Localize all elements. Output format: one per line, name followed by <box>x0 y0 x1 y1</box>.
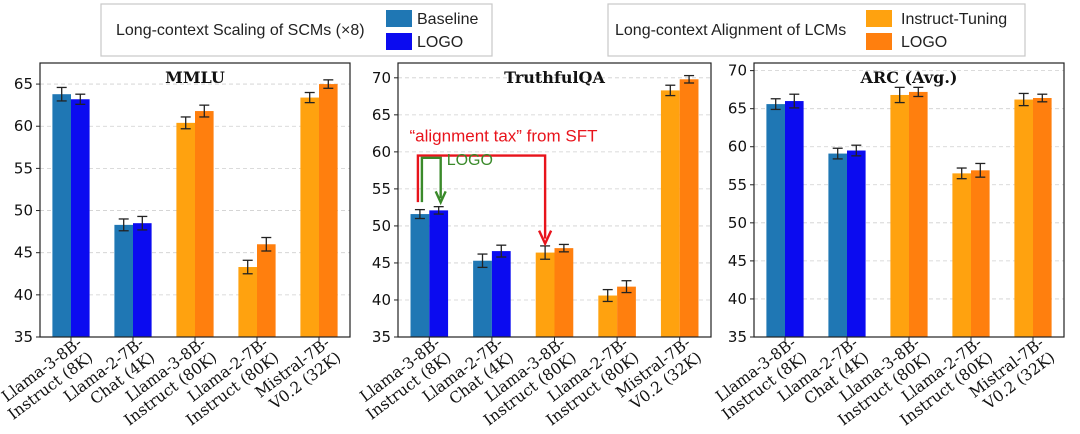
chart-title: ARC (Avg.) <box>860 68 958 87</box>
y-tick-label: 45 <box>372 254 391 272</box>
y-tick-label: 50 <box>728 214 747 232</box>
alignment-tax-annotation: “alignment tax” from SFT <box>410 127 598 247</box>
annotation-label: LOGO <box>447 152 493 169</box>
chart-title: TruthfulQA <box>504 68 605 87</box>
y-tick-label: 40 <box>728 290 747 308</box>
bar <box>554 248 574 337</box>
annotation-label: “alignment tax” from SFT <box>410 127 598 146</box>
legend-entry-label: LOGO <box>901 34 947 51</box>
legend-frame <box>100 3 493 57</box>
annotation-arrowhead <box>538 230 553 247</box>
bar <box>195 111 214 337</box>
bar <box>1033 98 1052 337</box>
legend-swatch <box>386 10 412 27</box>
bar <box>176 122 195 337</box>
legend-entry-label: Baseline <box>417 11 478 28</box>
bar <box>300 97 319 337</box>
bar <box>766 104 785 337</box>
annotation-arrow-line <box>416 154 547 239</box>
legend-title: Long-context Alignment of LCMs <box>615 22 846 39</box>
y-tick-label: 65 <box>372 106 391 124</box>
bar <box>133 223 152 337</box>
bar <box>257 244 276 337</box>
y-tick-label: 40 <box>14 286 33 304</box>
bar <box>828 153 847 337</box>
bar <box>52 94 71 337</box>
legend-2: Long-context Alignment of LCMs Instruct-T… <box>607 3 1026 57</box>
y-tick-label: 50 <box>14 202 33 220</box>
y-tick-label: 70 <box>372 69 391 87</box>
annotation-arrowhead <box>434 190 447 206</box>
bar <box>847 150 866 337</box>
y-tick-label: 35 <box>14 328 33 346</box>
y-tick-label: 45 <box>728 252 747 270</box>
bar <box>429 210 449 337</box>
bar <box>1014 99 1033 338</box>
legend-entry-label: LOGO <box>417 34 463 51</box>
bar <box>909 91 928 337</box>
y-tick-label: 70 <box>728 62 747 80</box>
bar <box>319 84 338 337</box>
bar <box>598 295 618 337</box>
y-tick-label: 40 <box>372 291 391 309</box>
bar <box>785 101 804 337</box>
y-tick-label: 65 <box>14 75 33 93</box>
legends: Long-context Scaling of SCMs (×8) Baselin… <box>100 3 1026 57</box>
bar <box>114 224 133 337</box>
bar <box>410 214 430 337</box>
bar <box>473 260 492 337</box>
logo-annotation: LOGO <box>420 152 493 206</box>
bar <box>238 267 257 337</box>
bar <box>71 99 90 337</box>
y-tick-label: 35 <box>728 328 747 346</box>
bar <box>491 251 511 337</box>
y-tick-label: 50 <box>372 217 391 235</box>
y-tick-label: 65 <box>728 100 747 118</box>
legend-swatch <box>386 33 412 50</box>
annotation-arrow-line <box>420 156 442 203</box>
bar <box>617 286 636 337</box>
legend-swatch <box>866 10 892 27</box>
legend-frame <box>607 3 1026 57</box>
bar <box>535 252 555 337</box>
bar <box>971 170 990 337</box>
y-tick-label: 35 <box>372 328 391 346</box>
y-tick-label: 60 <box>372 143 391 161</box>
legend-1: Long-context Scaling of SCMs (×8) Baselin… <box>100 3 493 57</box>
y-tick-label: 55 <box>372 180 391 198</box>
bar <box>660 90 680 338</box>
legend-entry-label: Instruct-Tuning <box>901 11 1007 28</box>
bar <box>890 94 909 337</box>
legend-title: Long-context Scaling of SCMs (×8) <box>116 22 365 39</box>
y-tick-label: 55 <box>728 176 747 194</box>
y-tick-label: 55 <box>14 159 33 177</box>
y-tick-label: 60 <box>728 138 747 156</box>
chart-title: MMLU <box>165 68 225 87</box>
bar <box>679 79 699 337</box>
legend-swatch <box>866 33 892 50</box>
bar <box>952 173 971 337</box>
y-tick-label: 45 <box>14 244 33 262</box>
y-tick-label: 60 <box>14 117 33 135</box>
